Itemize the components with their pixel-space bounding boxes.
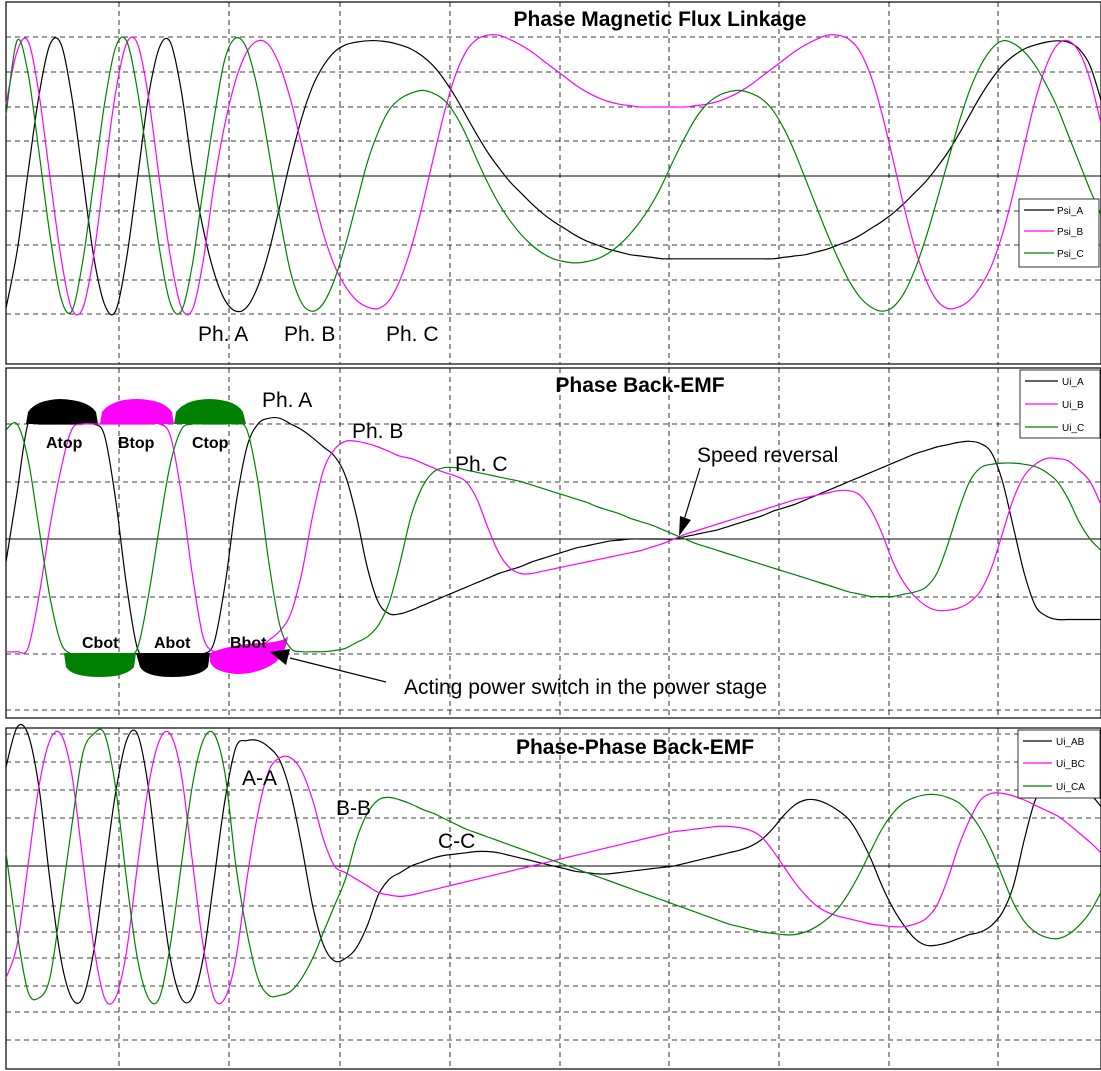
switch-note-arrow	[289, 657, 387, 683]
switch-blob-btop	[100, 399, 174, 424]
flux-linkage-frame	[5, 1, 1101, 365]
series-line-psi-b	[5, 34, 1101, 316]
phase-phase-panel: Phase-Phase Back-EMF A-A B-B C-C Ui_AB U…	[5, 723, 1101, 1070]
switch-note-label: Acting power switch in the power stage	[404, 676, 767, 699]
flux-linkage-legend: Psi_A Psi_B Psi_C	[1018, 198, 1100, 268]
phase-phase-label-c-c: C-C	[438, 830, 475, 853]
legend-label-ui-a: Ui_A	[1062, 377, 1084, 388]
switch-label-atop: Atop	[46, 435, 83, 452]
phase-phase-frame	[5, 727, 1101, 1070]
switch-blob-abot	[136, 653, 210, 677]
flux-linkage-curves	[5, 34, 1101, 316]
phase-phase-legend: Ui_AB Ui_BC Ui_CA	[1017, 729, 1101, 799]
legend-label-ui-c: Ui_C	[1062, 423, 1084, 434]
series-line-psi-c	[5, 36, 1101, 315]
switch-label-ctop: Ctop	[192, 435, 229, 452]
speed-reversal-label: Speed reversal	[697, 444, 838, 467]
series-line-ui-c	[5, 422, 1101, 656]
back-emf-label-ph-a: Ph. A	[262, 389, 312, 412]
legend-label-psi-a: Psi_A	[1057, 206, 1083, 217]
back-emf-curves	[5, 416, 1101, 656]
series-line-ui-b	[5, 422, 1101, 654]
phase-phase-label-a-a: A-A	[242, 767, 277, 790]
legend-label-ui-bc: Ui_BC	[1056, 759, 1085, 770]
legend-label-psi-c: Psi_C	[1057, 249, 1084, 260]
legend-label-ui-b: Ui_B	[1062, 400, 1084, 411]
switch-label-cbot: Cbot	[82, 635, 119, 652]
switch-blob-bbot	[210, 636, 288, 674]
flux-linkage-panel: Phase Magnetic Flux Linkage Ph. A Ph. B …	[5, 1, 1101, 365]
phase-phase-label-b-b: B-B	[336, 797, 371, 820]
back-emf-title: Phase Back-EMF	[555, 374, 724, 397]
switch-blob-atop	[26, 399, 98, 424]
switch-blob-ctop	[174, 399, 246, 424]
series-line-ui-a	[5, 416, 1101, 656]
switch-label-bbot: Bbot	[230, 635, 267, 652]
back-emf-label-ph-c: Ph. C	[455, 453, 508, 476]
flux-label-ph-a: Ph. A	[198, 323, 248, 346]
flux-linkage-title: Phase Magnetic Flux Linkage	[514, 8, 807, 31]
back-emf-label-ph-b: Ph. B	[352, 420, 403, 443]
series-line-psi-a	[5, 37, 1101, 316]
phase-phase-curves	[5, 723, 1101, 1005]
legend-label-ui-ca: Ui_CA	[1056, 782, 1085, 793]
legend-label-ui-ab: Ui_AB	[1056, 737, 1085, 748]
back-emf-panel: Atop Btop Ctop Cbot Abot Bbot Phase Back…	[5, 367, 1101, 719]
switch-blob-cbot	[64, 653, 136, 677]
back-emf-legend: Ui_A Ui_B Ui_C	[1019, 369, 1101, 439]
switch-note-arrowhead	[270, 649, 290, 665]
switch-label-btop: Btop	[118, 435, 155, 452]
speed-reversal-arrow	[683, 467, 701, 521]
speed-reversal-arrowhead	[679, 516, 691, 536]
legend-label-psi-b: Psi_B	[1057, 227, 1083, 238]
switch-label-abot: Abot	[154, 635, 191, 652]
flux-label-ph-c: Ph. C	[386, 323, 439, 346]
flux-linkage-grid	[6, 2, 1101, 364]
series-line-ui-ab	[5, 723, 1101, 1004]
flux-label-ph-b: Ph. B	[284, 323, 335, 346]
phase-phase-title: Phase-Phase Back-EMF	[516, 736, 754, 759]
series-line-ui-bc	[5, 730, 1101, 1005]
series-line-ui-ca	[5, 728, 1101, 1005]
phase-phase-legend-box	[1017, 729, 1101, 799]
